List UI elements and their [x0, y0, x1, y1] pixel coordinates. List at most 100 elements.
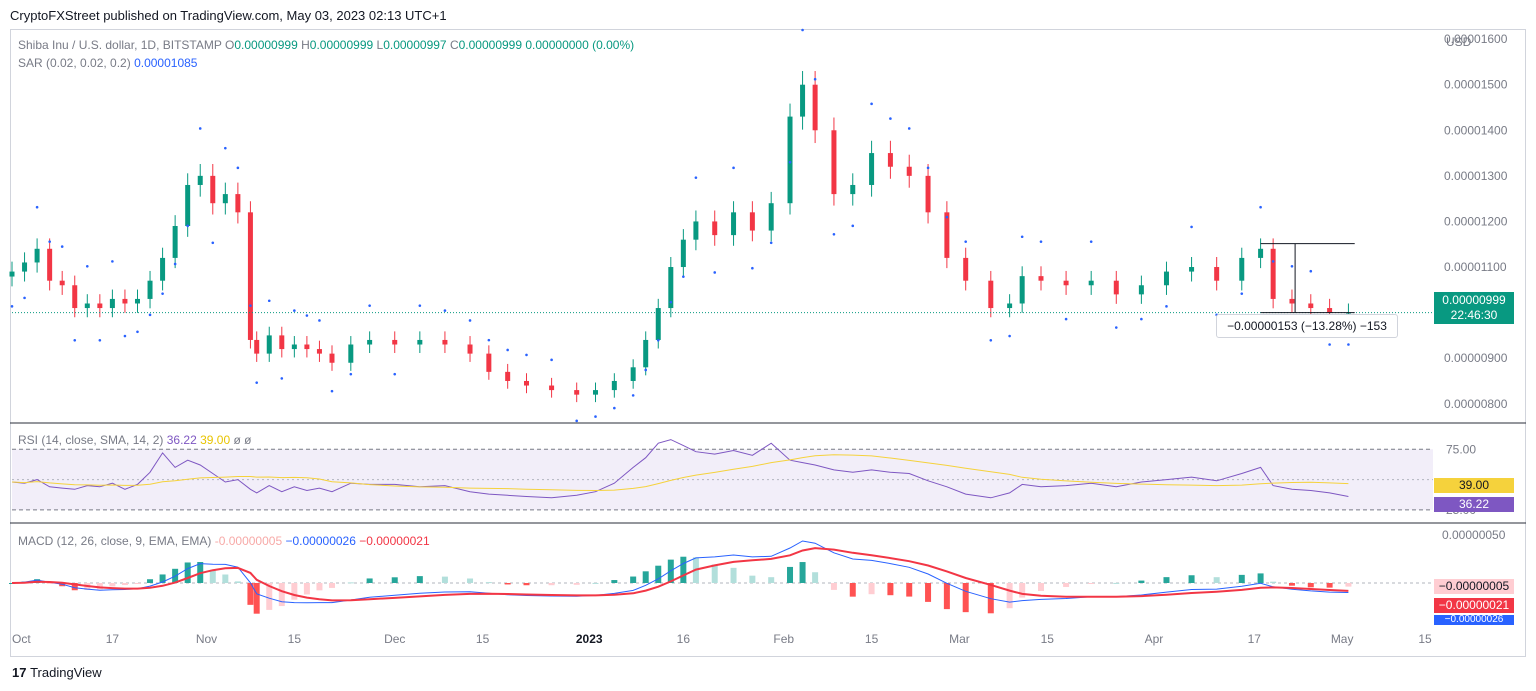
macd-histogram-bar — [1163, 577, 1170, 583]
macd-histogram-bar — [1037, 583, 1044, 591]
candle-body — [523, 380, 529, 386]
candle-body — [611, 380, 617, 391]
macd-histogram-bar — [592, 582, 599, 584]
candle-body — [392, 339, 398, 345]
candle-body — [329, 353, 335, 363]
candle-body — [185, 184, 191, 226]
macd-histogram-bar — [347, 582, 354, 584]
macd-histogram-bar — [134, 583, 141, 584]
time-axis-tick: 15 — [1418, 632, 1432, 646]
tradingview-logo: 17 TradingView — [12, 665, 102, 680]
close-key: C — [449, 38, 459, 52]
candle-body — [72, 285, 78, 309]
sar-dot — [751, 266, 754, 270]
macd-histogram-bar — [391, 577, 398, 583]
sar-dot — [506, 348, 509, 352]
sar-dot — [236, 166, 240, 170]
sar-dot — [267, 299, 271, 303]
candle-body — [731, 212, 737, 236]
sar-dot — [85, 264, 89, 268]
sar-dot — [1140, 317, 1143, 321]
macd-histogram-bar — [9, 583, 15, 584]
rsi-ma-line — [11, 454, 1349, 492]
macd-pane — [9, 540, 1433, 614]
sar-dot — [318, 319, 321, 322]
macd-histogram-bar — [121, 583, 128, 586]
sar-dot — [525, 353, 528, 357]
price-axis-tick: 0.00001300 — [1444, 169, 1508, 183]
sar-dot — [468, 319, 472, 322]
time-axis-tick: May — [1331, 632, 1354, 646]
rsi-ma-badge: 39.00 — [1434, 478, 1514, 493]
macd-histogram-bar — [366, 578, 373, 583]
candle-body — [906, 166, 912, 176]
macd-histogram-bar — [849, 583, 856, 597]
time-axis-tick: Dec — [384, 632, 405, 646]
candle-body — [1007, 303, 1013, 309]
macd-legend: MACD (12, 26, close, 9, EMA, EMA) -0.000… — [18, 534, 430, 548]
candle-body — [84, 303, 90, 309]
rsi-pane — [11, 439, 1433, 511]
candle-body — [486, 353, 492, 372]
macd-signal-badge: −0.00000021 — [1434, 598, 1514, 613]
candle-body — [1163, 271, 1169, 286]
candle-body — [505, 371, 511, 381]
sar-dot — [148, 313, 152, 317]
candle-body — [266, 335, 272, 354]
candle-body — [279, 335, 285, 350]
macd-histogram-bar — [868, 583, 875, 595]
sar-dot — [349, 372, 353, 376]
candle-body — [800, 84, 806, 117]
sar-dot — [907, 127, 911, 130]
macd-histogram-bar — [328, 583, 335, 588]
macd-histogram-bar — [96, 583, 103, 590]
sar-dot — [889, 117, 892, 120]
macd-histogram-bar — [416, 576, 423, 583]
candle-body — [247, 212, 253, 340]
change-value: 0.00000000 (0.00%) — [525, 38, 635, 52]
candle-body — [887, 153, 893, 167]
sar-dot — [330, 389, 334, 393]
sar-dot — [293, 309, 296, 312]
sar-dot — [1259, 205, 1262, 209]
candle-body — [680, 239, 686, 268]
macd-value: −0.00000026 — [285, 534, 356, 548]
macd-histogram-bar — [71, 583, 78, 591]
low-key: L — [376, 38, 384, 52]
macd-histogram-bar — [768, 577, 775, 583]
candle-body — [134, 298, 140, 304]
price-axis-tick: 0.00000800 — [1444, 397, 1508, 411]
time-axis-tick: 17 — [1248, 632, 1262, 646]
candle-body — [712, 221, 718, 236]
sar-dot — [1089, 240, 1093, 243]
macd-histogram-bar — [787, 566, 794, 583]
time-axis-tick: Feb — [773, 632, 794, 646]
sar-dot — [173, 262, 177, 266]
time-axis-tick: Nov — [196, 632, 217, 646]
macd-histogram-bar — [266, 583, 273, 610]
macd-histogram-bar — [548, 583, 555, 586]
price-pane — [9, 28, 1433, 423]
macd-histogram-bar — [467, 578, 474, 583]
candle-body — [593, 390, 599, 395]
sar-dot — [224, 146, 227, 150]
macd-histogram-bar — [184, 562, 191, 583]
candle-body — [812, 84, 818, 131]
sar-dot — [123, 334, 127, 338]
macd-histogram-bar — [573, 583, 580, 585]
macd-signal-value: −0.00000021 — [359, 534, 430, 548]
candle-body — [316, 349, 322, 354]
sar-dot — [945, 215, 949, 219]
sar-dot — [1039, 240, 1043, 243]
rsi-line — [11, 439, 1349, 499]
candle-body — [210, 175, 216, 204]
publisher-header: CryptoFXStreet published on TradingView.… — [10, 8, 447, 23]
macd-histogram-bar — [925, 583, 932, 602]
rsi-extra: ø ø — [233, 433, 252, 447]
sar-dot — [813, 77, 817, 81]
sar-dot — [443, 309, 447, 312]
sar-dot — [1347, 343, 1350, 346]
candle-body — [787, 116, 793, 204]
macd-histogram-bar — [887, 583, 894, 596]
